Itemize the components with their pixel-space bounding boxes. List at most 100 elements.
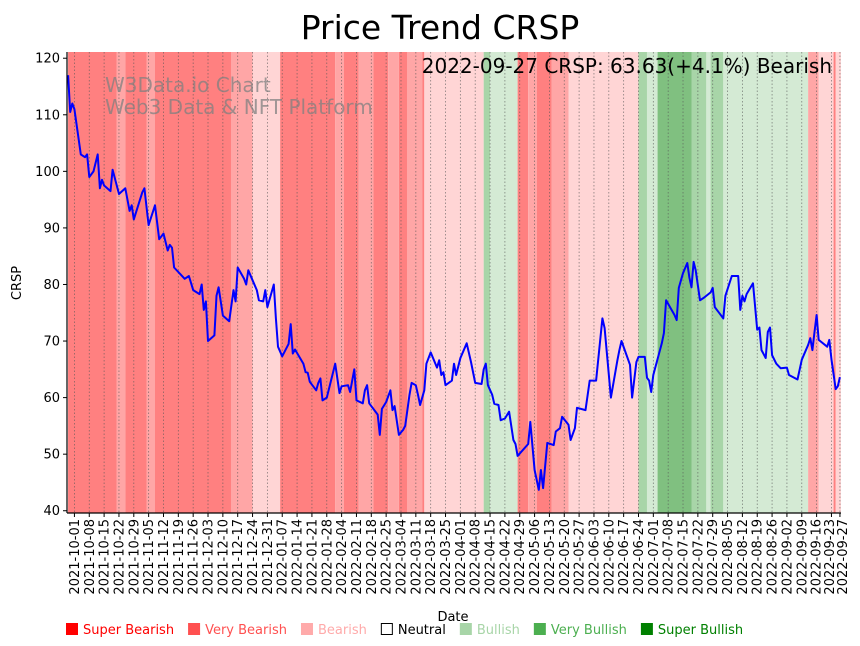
x-tick-label: 2021-11-05: [142, 519, 157, 595]
x-tick-label: 2022-07-29: [706, 519, 721, 595]
y-tick-label: 40: [43, 504, 60, 519]
x-tick-label: 2022-07-01: [647, 519, 662, 595]
y-tick-label: 70: [43, 335, 60, 350]
x-tick-label: 2021-11-12: [157, 519, 172, 595]
x-tick-label: 2021-12-31: [261, 519, 276, 595]
legend-label: Very Bullish: [551, 623, 627, 638]
legend-item-very-bearish: Very Bearish: [188, 623, 287, 638]
x-tick-label: 2022-08-26: [766, 519, 781, 595]
x-tick-label: 2022-02-18: [365, 519, 380, 595]
x-tick-label: 2022-03-18: [424, 519, 439, 595]
regime-band-very-bearish: [335, 52, 344, 513]
x-tick-label: 2022-05-27: [573, 519, 588, 595]
y-tick-label: 80: [43, 278, 60, 293]
regime-band-super-bearish: [155, 52, 232, 513]
legend-item-very-bullish: Very Bullish: [533, 623, 627, 638]
regime-band-very-bearish: [116, 52, 126, 513]
regime-band-bearish: [835, 52, 841, 513]
legend-swatch: [533, 623, 546, 635]
x-tick-label: 2022-09-09: [795, 519, 810, 595]
x-tick-label: 2021-10-15: [98, 519, 113, 595]
x-tick-label: 2022-01-21: [305, 519, 320, 595]
regime-band-very-bearish: [358, 52, 374, 513]
x-tick-label: 2021-10-01: [68, 519, 83, 595]
legend-item-bearish: Bearish: [300, 623, 367, 638]
x-tick-label: 2022-09-23: [823, 519, 838, 595]
regime-band-very-bearish: [388, 52, 399, 513]
watermark-line-1: W3Data.io Chart: [105, 73, 271, 97]
x-tick-label: 2022-09-27: [836, 519, 851, 595]
x-tick-label: 2022-01-14: [291, 519, 306, 595]
regime-band-super-bearish: [422, 52, 425, 513]
regime-band-bearish: [568, 52, 639, 513]
regime-band-bullish: [723, 52, 809, 513]
legend-label: Super Bullish: [658, 623, 743, 638]
legend-item-super-bullish: Super Bullish: [640, 623, 743, 638]
x-tick-label: 2022-01-28: [320, 519, 335, 595]
chart-title: Price Trend CRSP: [301, 8, 580, 47]
x-tick-label: 2022-09-16: [810, 519, 825, 595]
y-axis-label: CRSP: [10, 266, 25, 300]
regime-band-super-bearish: [398, 52, 408, 513]
x-tick-label: 2022-08-19: [751, 519, 766, 595]
regime-band-very-bullish: [638, 52, 647, 513]
axes: 2021-10-01 2021-10-08 2021-10-15 2021-10-22…: [35, 52, 851, 595]
regime-band-super-bearish: [517, 52, 529, 513]
x-tick-label: 2022-01-07: [276, 519, 291, 595]
legend-swatch: [459, 623, 472, 635]
x-tick-label: 2022-03-11: [409, 519, 424, 595]
regime-band-super-bearish: [280, 52, 336, 513]
x-tick-label: 2022-06-17: [617, 519, 632, 595]
x-tick-label: 2022-08-12: [736, 519, 751, 595]
x-tick-label: 2022-03-25: [439, 519, 454, 595]
legend-swatch: [66, 623, 78, 635]
legend-item-neutral: Neutral: [380, 623, 446, 638]
x-tick-label: 2022-06-10: [602, 519, 617, 595]
regime-band-super-bearish: [125, 52, 147, 513]
regime-band-bearish: [818, 52, 834, 513]
x-tick-label: 2022-04-08: [469, 519, 484, 595]
legend: Super Bearish Very Bearish Bearish Neutral B…: [66, 623, 743, 638]
x-tick-label: 2021-10-29: [127, 519, 142, 595]
legend-item-super-bearish: Super Bearish: [66, 623, 174, 638]
legend-swatch: [380, 623, 393, 635]
legend-swatch: [300, 623, 313, 635]
regime-band-very-bearish: [808, 52, 819, 513]
price-line-layer: [67, 75, 841, 491]
y-tick-label: 50: [43, 448, 60, 463]
x-tick-label: 2022-09-02: [780, 519, 795, 595]
x-tick-label: 2022-02-04: [335, 519, 350, 595]
regime-band-super-bearish: [343, 52, 359, 513]
y-tick-label: 110: [35, 108, 60, 123]
regime-band-super-bearish: [373, 52, 389, 513]
x-tick-label: 2022-04-01: [454, 519, 469, 595]
legend-swatch: [640, 623, 653, 635]
x-tick-label: 2021-12-10: [216, 519, 231, 595]
x-tick-label: 2021-11-26: [187, 519, 202, 595]
x-tick-label: 2021-12-17: [231, 519, 246, 595]
x-tick-label: 2022-05-06: [528, 519, 543, 595]
legend-label: Neutral: [398, 623, 446, 638]
y-tick-label: 120: [35, 52, 60, 67]
x-tick-label: 2022-02-25: [380, 519, 395, 595]
regime-band-very-bearish: [407, 52, 423, 513]
x-tick-label: 2022-02-11: [350, 519, 365, 595]
price-series-line: [67, 75, 841, 491]
x-tick-label: 2022-06-24: [632, 519, 647, 595]
watermark-line-2: Web3 Data & NFT Platform: [105, 95, 373, 119]
legend-label: Bearish: [318, 623, 367, 638]
regime-band-super-bearish: [536, 52, 552, 513]
x-tick-label: 2022-08-05: [721, 519, 736, 595]
legend-swatch: [188, 623, 201, 635]
legend-label: Super Bearish: [83, 623, 174, 638]
x-tick-label: 2022-04-29: [513, 519, 528, 595]
regime-bands: [68, 52, 841, 513]
regime-band-super-bearish: [833, 52, 836, 513]
y-tick-label: 100: [35, 165, 60, 180]
x-tick-label: 2021-10-08: [83, 519, 98, 595]
x-tick-label: 2022-04-22: [498, 519, 513, 595]
regime-band-very-bearish: [231, 52, 253, 513]
x-tick-label: 2021-11-19: [172, 519, 187, 595]
y-tick-label: 90: [43, 221, 60, 236]
